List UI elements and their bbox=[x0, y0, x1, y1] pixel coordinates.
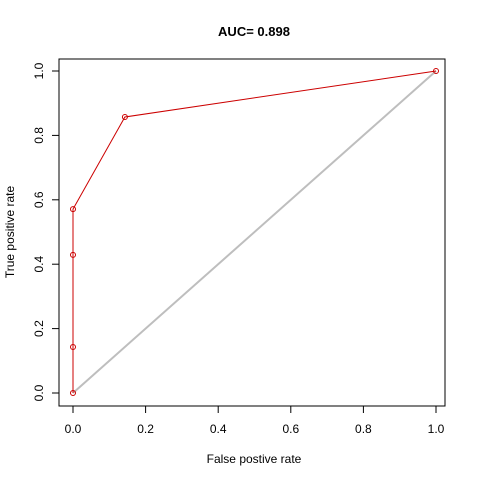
reference-diagonal-line bbox=[72, 70, 437, 394]
x-tick-label: 0.8 bbox=[355, 422, 372, 436]
chart-title: AUC= 0.898 bbox=[218, 24, 290, 39]
roc-curve-line bbox=[72, 70, 437, 393]
y-tick-label: 0.8 bbox=[32, 127, 46, 144]
y-tick-label: 1.0 bbox=[32, 62, 46, 79]
roc-point bbox=[433, 68, 439, 74]
y-axis: 0.0 0.2 0.4 0.6 0.8 1.0 bbox=[32, 62, 60, 401]
roc-point bbox=[70, 390, 76, 396]
x-tick-label: 0.6 bbox=[282, 422, 299, 436]
x-tick-label: 0.4 bbox=[210, 422, 227, 436]
roc-point bbox=[121, 114, 128, 121]
plot-area bbox=[70, 68, 439, 396]
y-tick-label: 0.4 bbox=[32, 256, 46, 273]
y-axis-label: True positive rate bbox=[3, 186, 17, 279]
x-tick-label: 0.0 bbox=[65, 422, 82, 436]
y-tick-label: 0.0 bbox=[32, 384, 46, 401]
roc-point bbox=[70, 206, 76, 213]
y-tick-label: 0.2 bbox=[32, 320, 46, 337]
x-axis-label: False postive rate bbox=[207, 452, 302, 466]
x-tick-label: 1.0 bbox=[428, 422, 445, 436]
roc-point bbox=[70, 251, 76, 258]
x-tick-label: 0.2 bbox=[137, 422, 154, 436]
x-axis: 0.0 0.2 0.4 0.6 0.8 1.0 bbox=[65, 405, 445, 436]
y-tick-label: 0.6 bbox=[32, 191, 46, 208]
roc-point bbox=[70, 343, 76, 350]
